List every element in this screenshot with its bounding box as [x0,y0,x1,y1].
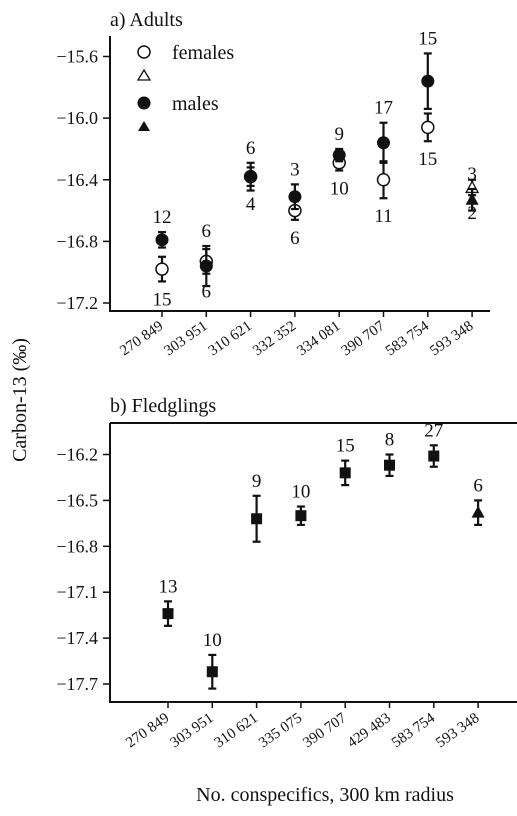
sample-size-label: 6 [202,282,212,303]
filled-triangle-marker [465,192,479,205]
sample-size-label: 15 [336,436,355,457]
legend-filled-triangle-marker [138,121,150,131]
x-tick-label: 303 951 [161,318,210,359]
sample-size-label: 27 [424,420,443,441]
filled-circle-marker [377,136,390,150]
x-tick-label: 390 707 [300,710,350,751]
legend-open-circle-marker [137,45,151,59]
x-tick-label: 583 754 [383,318,433,359]
open-circle-marker [376,173,391,187]
y-tick-label: −16.8 [56,231,98,251]
x-tick-label: 429 483 [345,710,394,751]
filled-square-marker [251,513,263,525]
sample-size-label: 10 [203,630,222,651]
sample-size-label: 15 [418,149,437,170]
panel-a-axes [109,36,490,312]
sample-size-label: 3 [467,164,477,185]
filled-circle-marker [155,233,169,247]
y-tick-label: −16.4 [56,170,98,190]
y-tick-label: −17.2 [56,293,98,313]
y-tick-label: −17.4 [56,628,98,648]
sample-size-label: 15 [418,28,437,49]
panel-a-title: a) Adults [110,9,183,31]
filled-circle-marker [244,170,258,184]
sample-size-label: 10 [330,179,349,200]
x-tick-label: 270 849 [123,710,172,751]
sample-size-label: 2 [467,203,477,224]
sample-size-label: 17 [374,98,393,119]
x-tick-label: 593 348 [433,710,482,751]
sample-size-label: 12 [153,207,172,228]
sample-size-label: 6 [473,475,483,496]
panel-b-title: b) Fledglings [110,395,216,417]
x-tick-label: 270 849 [117,318,166,359]
sample-size-label: 6 [202,221,212,242]
filled-triangle-marker [471,505,485,518]
sample-size-label: 9 [252,471,262,492]
filled-square-marker [384,459,395,471]
legend: females males [136,42,234,131]
x-tick-label: 593 348 [427,318,476,359]
sample-size-label: 13 [159,576,178,597]
filled-circle-marker [288,190,302,204]
y-axis-title: Carbon-13 (‰) [9,338,31,462]
x-tick-label: 332 352 [250,318,299,359]
filled-square-marker [339,467,351,479]
x-tick-label: 303 951 [167,710,216,751]
open-circle-marker [155,262,169,276]
filled-square-marker [428,450,440,462]
sample-size-label: 3 [290,159,300,180]
sample-size-label: 6 [290,228,300,249]
x-tick-label: 335 075 [256,710,305,751]
open-circle-marker [421,120,435,135]
y-tick-label: −16.0 [56,108,98,128]
legend-females-label: females [172,42,234,64]
y-tick-label: −16.2 [56,445,98,465]
sample-size-label: 11 [374,206,392,227]
filled-square-marker [206,666,218,678]
filled-square-marker [295,510,307,522]
x-tick-label: 390 707 [339,318,389,359]
y-tick-label: −17.7 [56,674,98,694]
y-tick-label: −17.1 [56,582,98,602]
legend-filled-circle-marker [137,96,151,110]
sample-size-label: 15 [153,289,172,310]
x-tick-label: 310 621 [206,318,255,359]
sample-size-label: 8 [385,430,395,451]
sample-size-label: 9 [334,124,344,145]
x-axis-title: No. conspecifics, 300 km radius [196,784,454,806]
panel-b-axes [109,422,517,703]
filled-circle-marker [332,148,346,162]
filled-circle-marker [421,74,435,88]
x-tick-label: 583 754 [389,710,439,751]
x-tick-label: 334 081 [294,318,343,359]
sample-size-label: 6 [246,138,256,159]
y-tick-label: −16.8 [56,536,98,556]
sample-size-label: 10 [291,482,310,503]
y-tick-label: −15.6 [56,47,98,67]
filled-circle-marker [199,259,213,273]
filled-square-marker [162,608,174,620]
sample-size-label: 4 [246,194,256,215]
x-tick-label: 310 621 [212,710,261,751]
y-tick-label: −16.5 [56,490,98,510]
legend-males-label: males [172,93,219,115]
legend-open-triangle-marker [136,68,152,81]
